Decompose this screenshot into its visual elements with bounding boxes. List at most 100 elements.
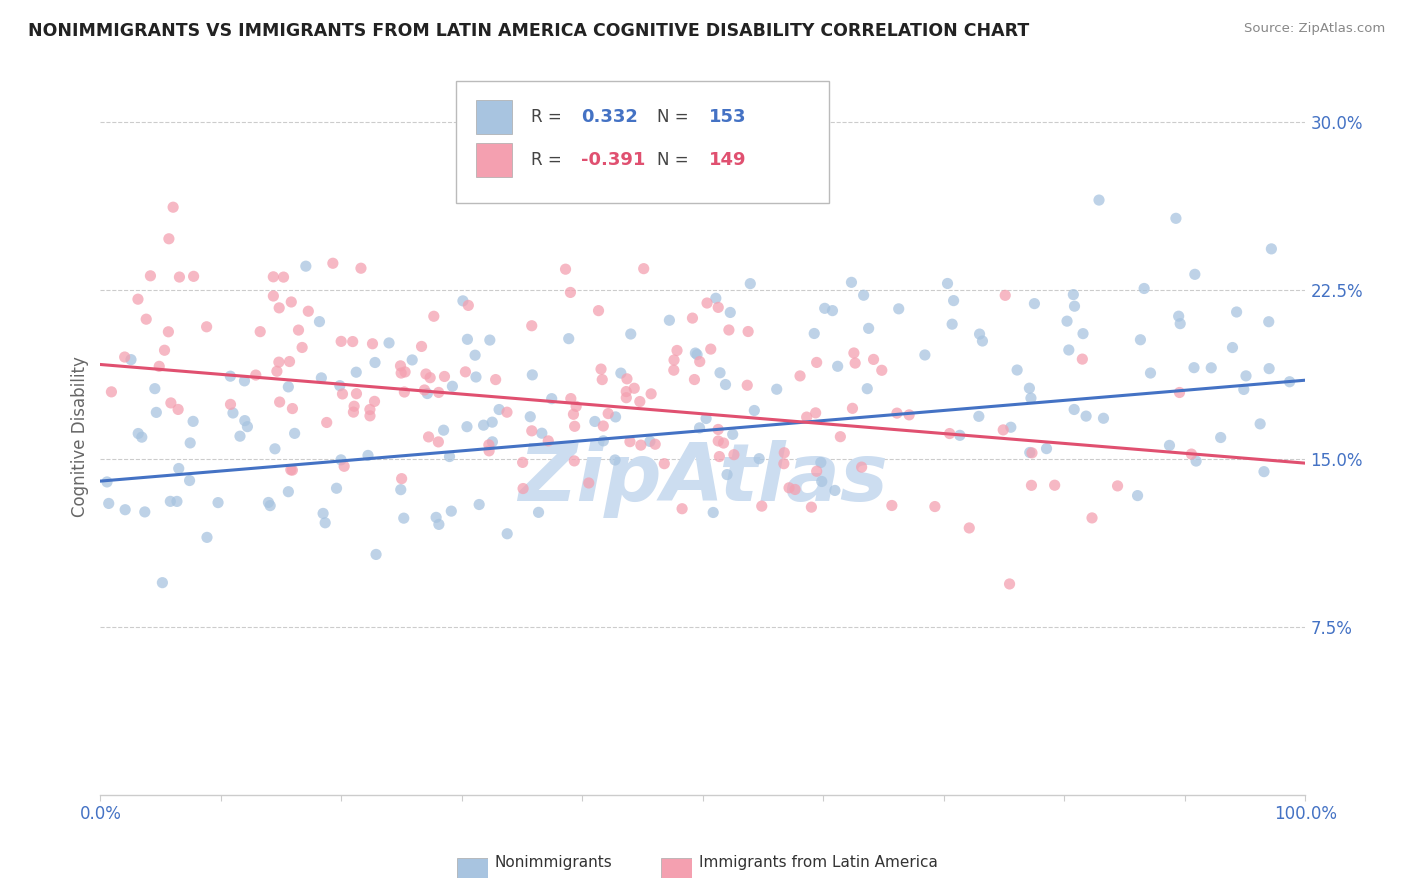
Text: N =: N = xyxy=(657,108,695,126)
Point xyxy=(1024,296,1046,310)
Point xyxy=(806,464,828,478)
Point xyxy=(179,474,201,488)
Point xyxy=(824,483,846,498)
Point xyxy=(1167,309,1189,323)
Point xyxy=(592,434,614,448)
Point xyxy=(419,370,441,384)
Point xyxy=(346,386,368,401)
Point xyxy=(1000,420,1022,434)
Point xyxy=(796,410,818,425)
Point xyxy=(145,405,167,419)
Point xyxy=(1257,315,1279,329)
Point xyxy=(887,301,910,316)
Point xyxy=(401,353,423,368)
Point xyxy=(1222,341,1244,355)
Point xyxy=(1092,411,1115,425)
Point xyxy=(560,285,582,300)
Point xyxy=(389,366,412,380)
Point xyxy=(219,397,242,411)
Point xyxy=(1260,242,1282,256)
Point xyxy=(329,378,352,392)
Point xyxy=(841,276,863,290)
Point xyxy=(478,438,501,452)
Point xyxy=(389,483,412,497)
Point xyxy=(1035,442,1057,456)
Point xyxy=(295,259,318,273)
Y-axis label: Cognitive Disability: Cognitive Disability xyxy=(72,356,89,516)
Point xyxy=(713,436,735,450)
Point xyxy=(858,321,880,335)
Point xyxy=(640,387,662,401)
Text: 153: 153 xyxy=(709,108,747,126)
Point xyxy=(554,262,576,277)
Point xyxy=(689,421,711,435)
Point xyxy=(456,419,478,434)
Point xyxy=(994,288,1017,302)
Point xyxy=(1057,343,1080,357)
FancyBboxPatch shape xyxy=(477,100,512,134)
Text: Nonimmigrants: Nonimmigrants xyxy=(495,855,613,870)
Point xyxy=(233,374,256,388)
Point xyxy=(709,366,731,380)
Point xyxy=(598,407,620,421)
Point xyxy=(751,499,773,513)
Point xyxy=(481,415,503,429)
Point xyxy=(578,475,600,490)
Point xyxy=(280,295,302,310)
Point xyxy=(1018,445,1040,459)
Point xyxy=(1071,352,1094,367)
Point xyxy=(773,457,796,471)
Point xyxy=(440,504,463,518)
Point xyxy=(652,457,675,471)
Point xyxy=(830,430,852,444)
Point xyxy=(620,326,643,341)
Point xyxy=(134,505,156,519)
Point xyxy=(269,301,291,315)
Point xyxy=(166,494,188,508)
Point xyxy=(1180,447,1202,461)
Point xyxy=(644,437,666,451)
Text: 149: 149 xyxy=(709,151,747,169)
Point xyxy=(266,364,288,378)
Point xyxy=(162,200,184,214)
Point xyxy=(179,436,201,450)
Text: NONIMMIGRANTS VS IMMIGRANTS FROM LATIN AMERICA COGNITIVE DISABILITY CORRELATION : NONIMMIGRANTS VS IMMIGRANTS FROM LATIN A… xyxy=(28,22,1029,40)
Point xyxy=(870,363,893,377)
Point xyxy=(527,505,550,519)
FancyBboxPatch shape xyxy=(477,143,512,178)
Point xyxy=(167,461,190,475)
Point xyxy=(284,426,307,441)
Point xyxy=(1249,417,1271,431)
Point xyxy=(1139,366,1161,380)
Point xyxy=(851,460,873,475)
Point xyxy=(441,379,464,393)
Point xyxy=(804,406,827,420)
Point xyxy=(332,387,354,401)
Point xyxy=(540,392,562,406)
Point xyxy=(308,315,330,329)
Point xyxy=(638,434,661,449)
Point xyxy=(671,501,693,516)
Point xyxy=(1133,281,1156,295)
Point xyxy=(716,467,738,482)
Point xyxy=(423,310,446,324)
Point xyxy=(169,270,191,285)
Point xyxy=(841,401,863,416)
Point xyxy=(1021,478,1043,492)
Point xyxy=(464,348,486,362)
Point xyxy=(472,418,495,433)
Point xyxy=(628,394,651,409)
Point xyxy=(416,386,439,401)
Point xyxy=(696,296,718,310)
Point xyxy=(666,343,689,358)
Point xyxy=(139,268,162,283)
Point xyxy=(814,301,837,316)
Point xyxy=(949,428,972,442)
Point xyxy=(425,510,447,524)
Point xyxy=(957,521,980,535)
Point xyxy=(278,354,301,368)
Point xyxy=(1019,391,1042,405)
Point xyxy=(262,269,284,284)
Point xyxy=(427,517,450,532)
Point xyxy=(512,455,534,469)
